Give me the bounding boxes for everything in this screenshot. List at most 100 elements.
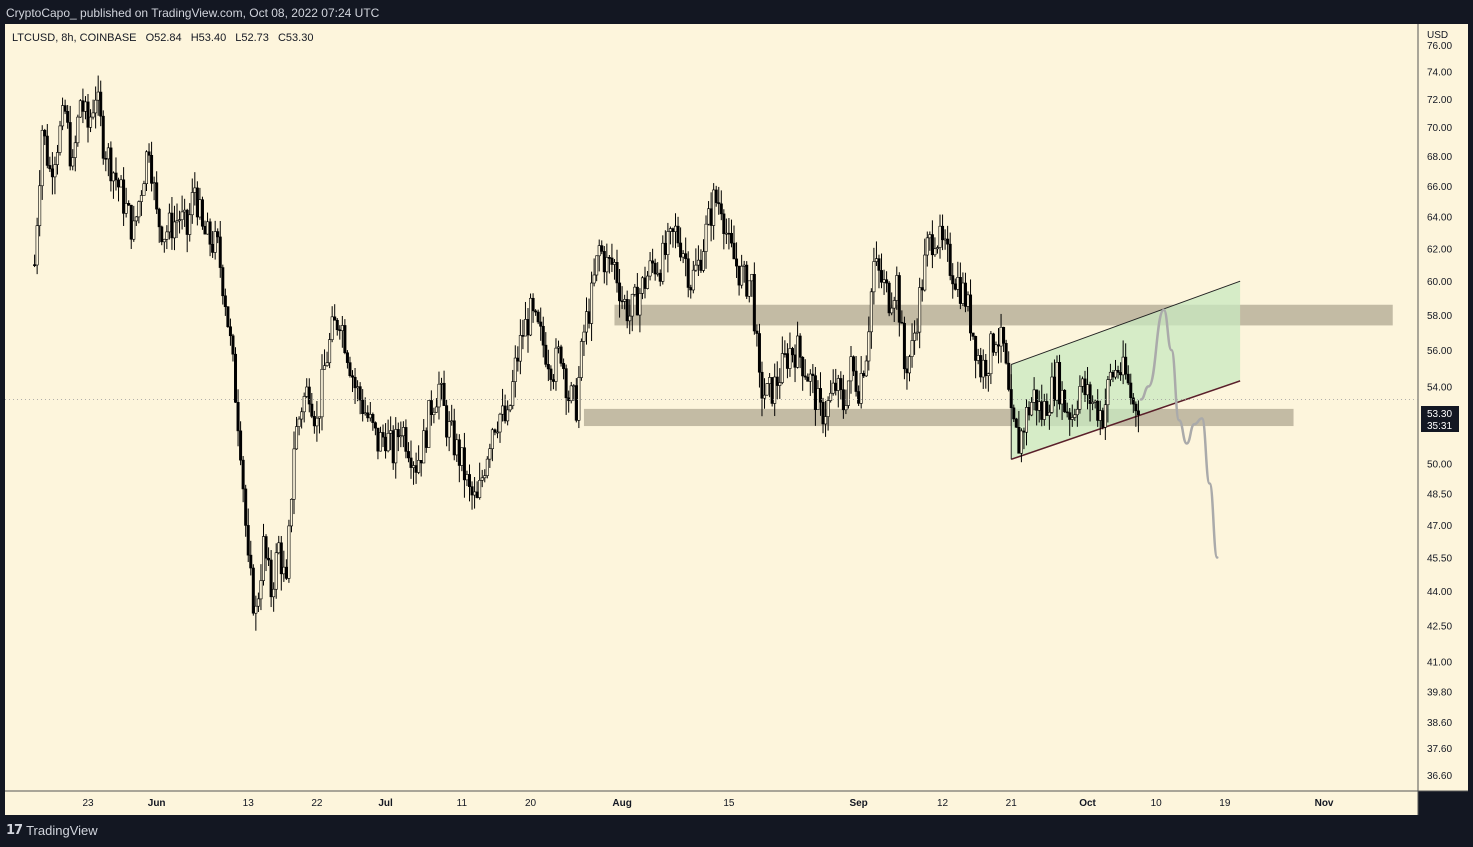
candle-body — [338, 329, 342, 332]
candle-body — [371, 414, 375, 423]
candle-body — [478, 480, 482, 498]
candle-body — [122, 179, 126, 214]
candle-body — [279, 542, 283, 575]
candle-body — [1129, 382, 1133, 399]
candle-body — [378, 432, 382, 452]
candle-body — [694, 264, 698, 271]
candle-body — [976, 355, 980, 361]
candle-body — [86, 101, 90, 128]
candle-body — [668, 228, 672, 232]
y-tick-label: 45.50 — [1427, 554, 1452, 565]
candle-body — [844, 405, 848, 411]
candle-body — [287, 525, 291, 579]
candle-body — [99, 91, 103, 117]
candle-body — [206, 221, 210, 235]
candle-body — [765, 383, 769, 396]
candle-body — [1022, 430, 1026, 433]
candle-body — [1019, 430, 1023, 454]
candle-body — [261, 536, 265, 581]
candle-body — [689, 287, 693, 291]
y-tick-label: 41.00 — [1427, 658, 1452, 669]
candle-body — [557, 346, 561, 349]
candle-body — [228, 326, 232, 337]
candle-body — [768, 377, 772, 384]
candle-body — [208, 221, 212, 245]
candle-body — [452, 420, 456, 456]
candle-body — [643, 277, 647, 289]
candle-body — [646, 275, 650, 289]
candle-body — [862, 373, 866, 377]
candle-body — [752, 274, 756, 332]
legend-open: O52.84 — [146, 32, 182, 44]
candle-body — [412, 465, 416, 468]
candle-body — [33, 264, 37, 266]
candle-body — [144, 151, 148, 185]
candle-body — [938, 225, 942, 248]
y-tick-label: 36.60 — [1427, 771, 1452, 782]
candle-body — [1131, 397, 1135, 405]
candle-body — [717, 202, 721, 205]
tradingview-brand-label: TradingView — [26, 823, 98, 838]
chart-pane[interactable] — [5, 24, 1418, 791]
candle-body — [129, 204, 133, 240]
time-axis[interactable] — [5, 791, 1418, 815]
candle-body — [284, 566, 288, 579]
x-tick-label: 11 — [457, 798, 468, 809]
candle-body — [628, 315, 632, 322]
candle-body — [368, 414, 372, 419]
candle-body — [808, 373, 812, 382]
candle-body — [991, 333, 995, 353]
candle-body — [351, 375, 355, 378]
candle-body — [315, 417, 319, 427]
candle-body — [859, 373, 863, 404]
candle-body — [829, 392, 833, 401]
candle-body — [1088, 384, 1092, 404]
candle-body — [422, 430, 426, 464]
candle-body — [529, 297, 533, 336]
candle-body — [1124, 356, 1128, 375]
candle-body — [984, 359, 988, 377]
candle-body — [907, 356, 911, 374]
candle-body — [391, 430, 395, 464]
candle-body — [729, 233, 733, 244]
x-tick-label: Sep — [849, 798, 867, 809]
candle-body — [742, 264, 746, 267]
candle-body — [335, 319, 339, 331]
tradingview-logo-icon: 17 — [6, 823, 23, 838]
candle-body — [579, 341, 583, 378]
legend-close: C53.30 — [278, 32, 313, 44]
candle-body — [231, 335, 235, 355]
candle-body — [89, 116, 93, 128]
candle-body — [615, 262, 619, 284]
candle-body — [653, 262, 657, 275]
candle-body — [170, 212, 174, 239]
publish-header: CryptoCapo_ published on TradingView.com… — [0, 0, 1473, 24]
candle-body — [803, 375, 807, 378]
candle-body — [747, 280, 751, 297]
candle-body — [592, 274, 596, 284]
candle-body — [735, 258, 739, 267]
candle-body — [536, 311, 540, 323]
candle-body — [76, 116, 80, 144]
candle-body — [839, 378, 843, 390]
candle-body — [503, 405, 507, 422]
candle-body — [455, 439, 459, 456]
candle-body — [971, 332, 975, 337]
candle-body — [755, 330, 759, 334]
candle-body — [712, 189, 716, 226]
candle-body — [277, 542, 281, 554]
candle-body — [534, 310, 538, 313]
candle-body — [1050, 376, 1054, 413]
tradingview-brand[interactable]: 17 TradingView — [6, 823, 98, 838]
candle-body — [473, 491, 477, 496]
candle-body — [813, 375, 817, 410]
candle-body — [1096, 400, 1100, 421]
candle-body — [317, 416, 321, 419]
candle-body — [1052, 376, 1056, 401]
y-tick-label: 54.00 — [1427, 382, 1452, 393]
y-tick-label: 70.00 — [1427, 123, 1452, 134]
candle-body — [155, 182, 159, 210]
candle-body — [353, 376, 357, 389]
last-price-value: 53.30 — [1427, 409, 1452, 420]
